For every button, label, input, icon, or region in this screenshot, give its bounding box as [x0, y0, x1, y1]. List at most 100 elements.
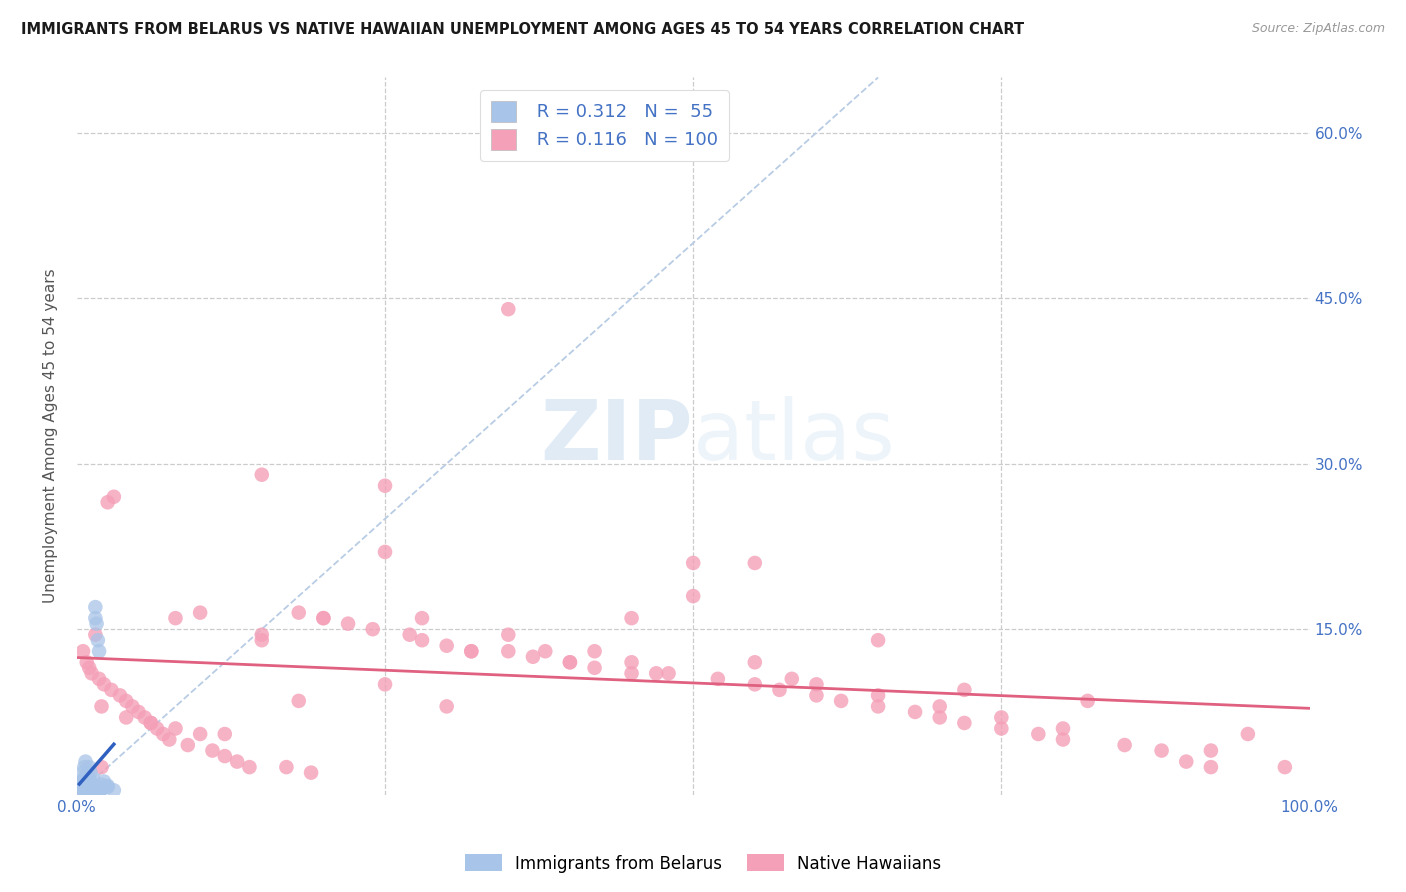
Point [188, 727, 211, 741]
Point [522, 649, 544, 664]
Point [460, 644, 482, 658]
Point [67, 777, 90, 791]
Point [768, 682, 790, 697]
Point [75, 755, 97, 769]
Legend:  R = 0.312   N =  55,  R = 0.116   N = 100: R = 0.312 N = 55, R = 0.116 N = 100 [481, 90, 728, 161]
Point [1274, 760, 1296, 774]
Point [990, 722, 1012, 736]
Point [1199, 743, 1222, 757]
Point [287, 694, 309, 708]
Point [374, 677, 396, 691]
Point [103, 490, 125, 504]
Point [86, 783, 108, 797]
Point [80, 782, 103, 797]
Point [157, 732, 180, 747]
Point [1150, 743, 1173, 757]
Point [620, 611, 643, 625]
Point [1237, 727, 1260, 741]
Point [1114, 738, 1136, 752]
Point [73, 771, 96, 785]
Point [165, 611, 187, 625]
Point [1175, 755, 1198, 769]
Point [583, 661, 606, 675]
Text: IMMIGRANTS FROM BELARUS VS NATIVE HAWAIIAN UNEMPLOYMENT AMONG AGES 45 TO 54 YEAR: IMMIGRANTS FROM BELARUS VS NATIVE HAWAII… [21, 22, 1024, 37]
Point [73, 784, 96, 798]
Point [868, 699, 890, 714]
Point [73, 760, 96, 774]
Point [72, 765, 94, 780]
Point [436, 699, 458, 714]
Point [76, 780, 98, 795]
Point [70, 784, 93, 798]
Point [90, 699, 112, 714]
Point [76, 768, 98, 782]
Point [72, 782, 94, 797]
Point [69, 783, 91, 797]
Point [780, 672, 803, 686]
Point [76, 780, 98, 794]
Point [72, 780, 94, 794]
Point [80, 666, 103, 681]
Point [97, 495, 120, 509]
Point [361, 622, 384, 636]
Y-axis label: Unemployment Among Ages 45 to 54 years: Unemployment Among Ages 45 to 54 years [44, 268, 58, 603]
Point [87, 784, 110, 798]
Point [80, 782, 103, 797]
Point [312, 611, 335, 625]
Point [904, 705, 927, 719]
Point [90, 782, 112, 797]
Point [1052, 732, 1074, 747]
Point [498, 302, 520, 317]
Point [77, 783, 100, 797]
Point [97, 779, 120, 793]
Point [134, 710, 156, 724]
Point [620, 655, 643, 669]
Point [250, 633, 273, 648]
Point [1077, 694, 1099, 708]
Point [84, 611, 107, 625]
Point [69, 779, 91, 793]
Point [87, 672, 110, 686]
Point [128, 705, 150, 719]
Point [1052, 722, 1074, 736]
Point [583, 644, 606, 658]
Point [97, 780, 120, 794]
Point [177, 738, 200, 752]
Point [87, 633, 110, 648]
Point [398, 628, 420, 642]
Point [830, 694, 852, 708]
Point [238, 760, 260, 774]
Point [498, 644, 520, 658]
Point [77, 779, 100, 793]
Point [84, 628, 107, 642]
Point [1028, 727, 1050, 741]
Point [82, 779, 104, 793]
Point [77, 782, 100, 797]
Point [868, 633, 890, 648]
Point [76, 774, 98, 789]
Point [744, 677, 766, 691]
Point [115, 694, 138, 708]
Point [103, 783, 125, 797]
Point [152, 727, 174, 741]
Point [108, 689, 131, 703]
Point [953, 716, 976, 731]
Point [90, 778, 112, 792]
Point [77, 661, 100, 675]
Point [928, 710, 950, 724]
Point [460, 644, 482, 658]
Point [534, 644, 557, 658]
Point [69, 782, 91, 797]
Point [806, 677, 828, 691]
Point [682, 589, 704, 603]
Point [77, 771, 100, 785]
Point [436, 639, 458, 653]
Point [87, 644, 110, 658]
Point [214, 749, 236, 764]
Point [82, 771, 104, 785]
Point [90, 760, 112, 774]
Point [928, 699, 950, 714]
Point [337, 616, 360, 631]
Point [146, 722, 169, 736]
Point [75, 777, 97, 791]
